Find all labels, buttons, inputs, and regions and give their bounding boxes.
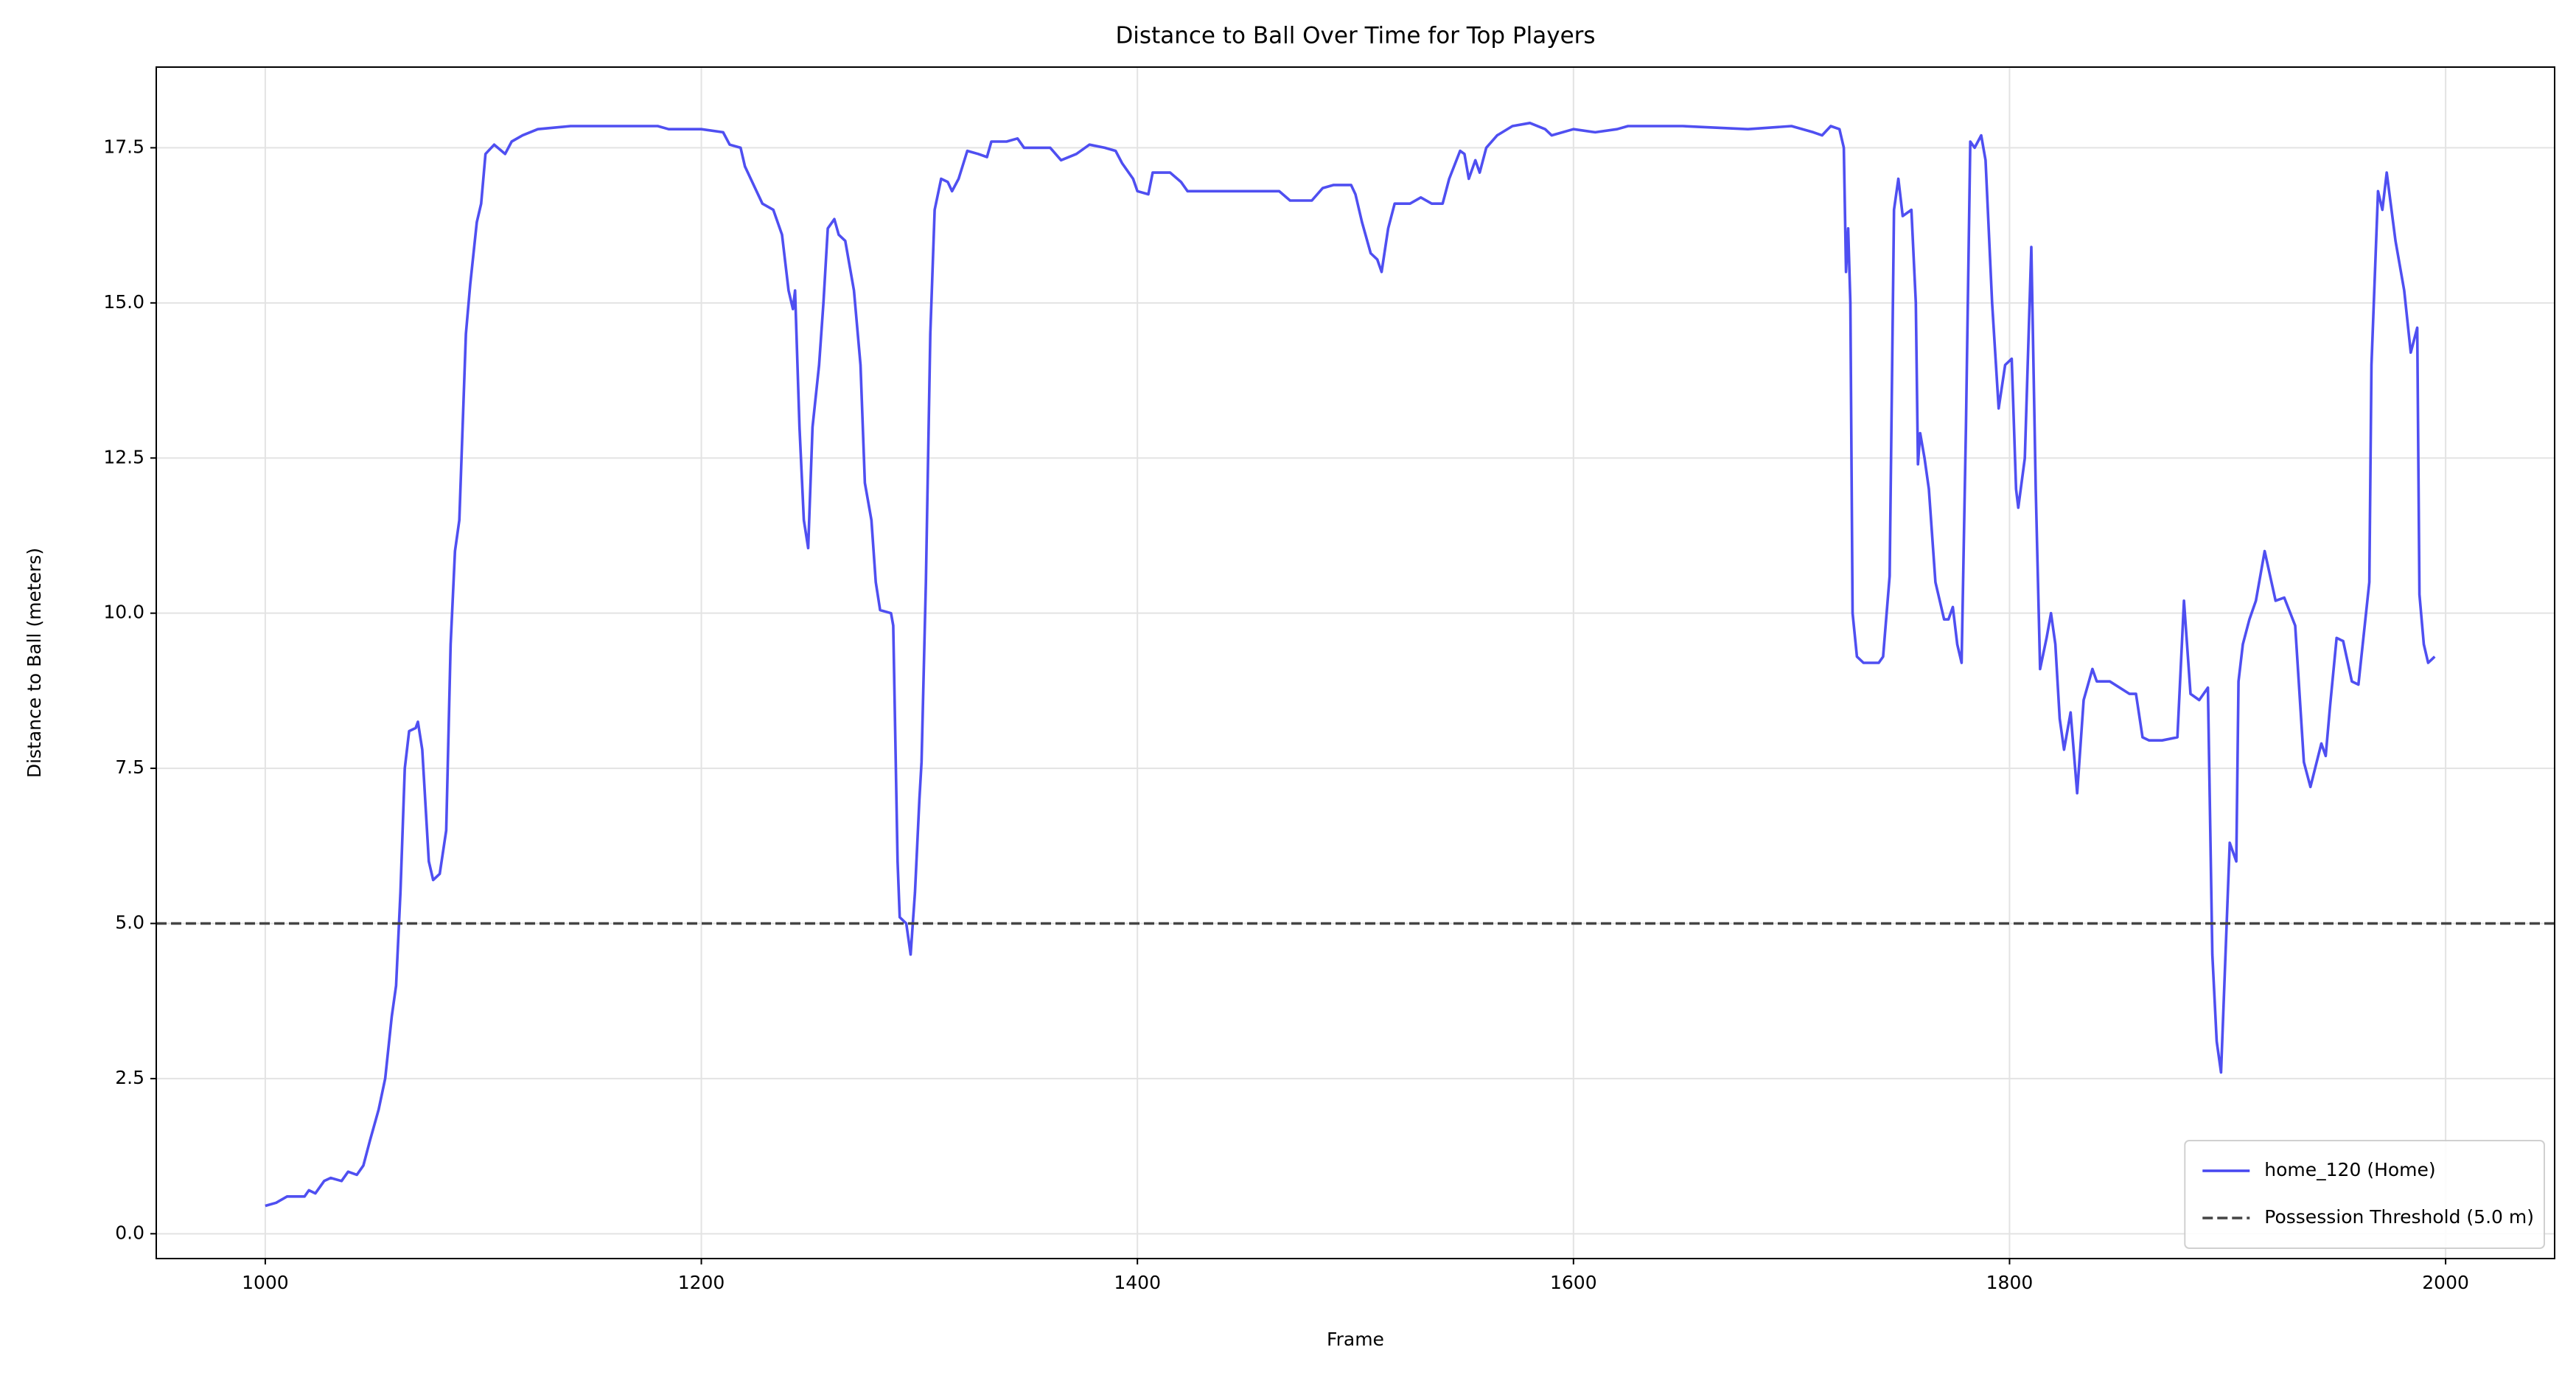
x-tick-label: 1200 xyxy=(678,1272,725,1293)
x-tick-label: 2000 xyxy=(2422,1272,2469,1293)
plot-frame xyxy=(156,66,2555,1259)
legend: home_120 (Home) Possession Threshold (5.0… xyxy=(2184,1140,2545,1249)
y-tick-label: 17.5 xyxy=(103,136,144,157)
x-tick-label: 1400 xyxy=(1114,1272,1161,1293)
y-tick-label: 0.0 xyxy=(115,1222,144,1243)
y-axis-label: Distance to Ball (meters) xyxy=(24,548,45,778)
legend-box xyxy=(2184,1140,2545,1249)
y-tick-label: 12.5 xyxy=(103,446,144,467)
data-line xyxy=(265,122,2436,1208)
x-tick-label: 1600 xyxy=(1550,1272,1597,1293)
y-tick-label: 10.0 xyxy=(103,602,144,623)
x-tick-label: 1000 xyxy=(242,1272,289,1293)
legend-label: Possession Threshold (5.0 m) xyxy=(2264,1206,2534,1228)
y-tick-label: 5.0 xyxy=(115,912,144,933)
y-tick-label: 7.5 xyxy=(115,756,144,778)
chart-title: Distance to Ball Over Time for Top Playe… xyxy=(1115,23,1595,49)
x-axis-label: Frame xyxy=(1327,1329,1384,1350)
y-tick-label: 2.5 xyxy=(115,1067,144,1088)
legend-label: home_120 (Home) xyxy=(2264,1159,2435,1180)
y-tick-label: 15.0 xyxy=(103,291,144,313)
x-tick-label: 1800 xyxy=(1986,1272,2034,1293)
